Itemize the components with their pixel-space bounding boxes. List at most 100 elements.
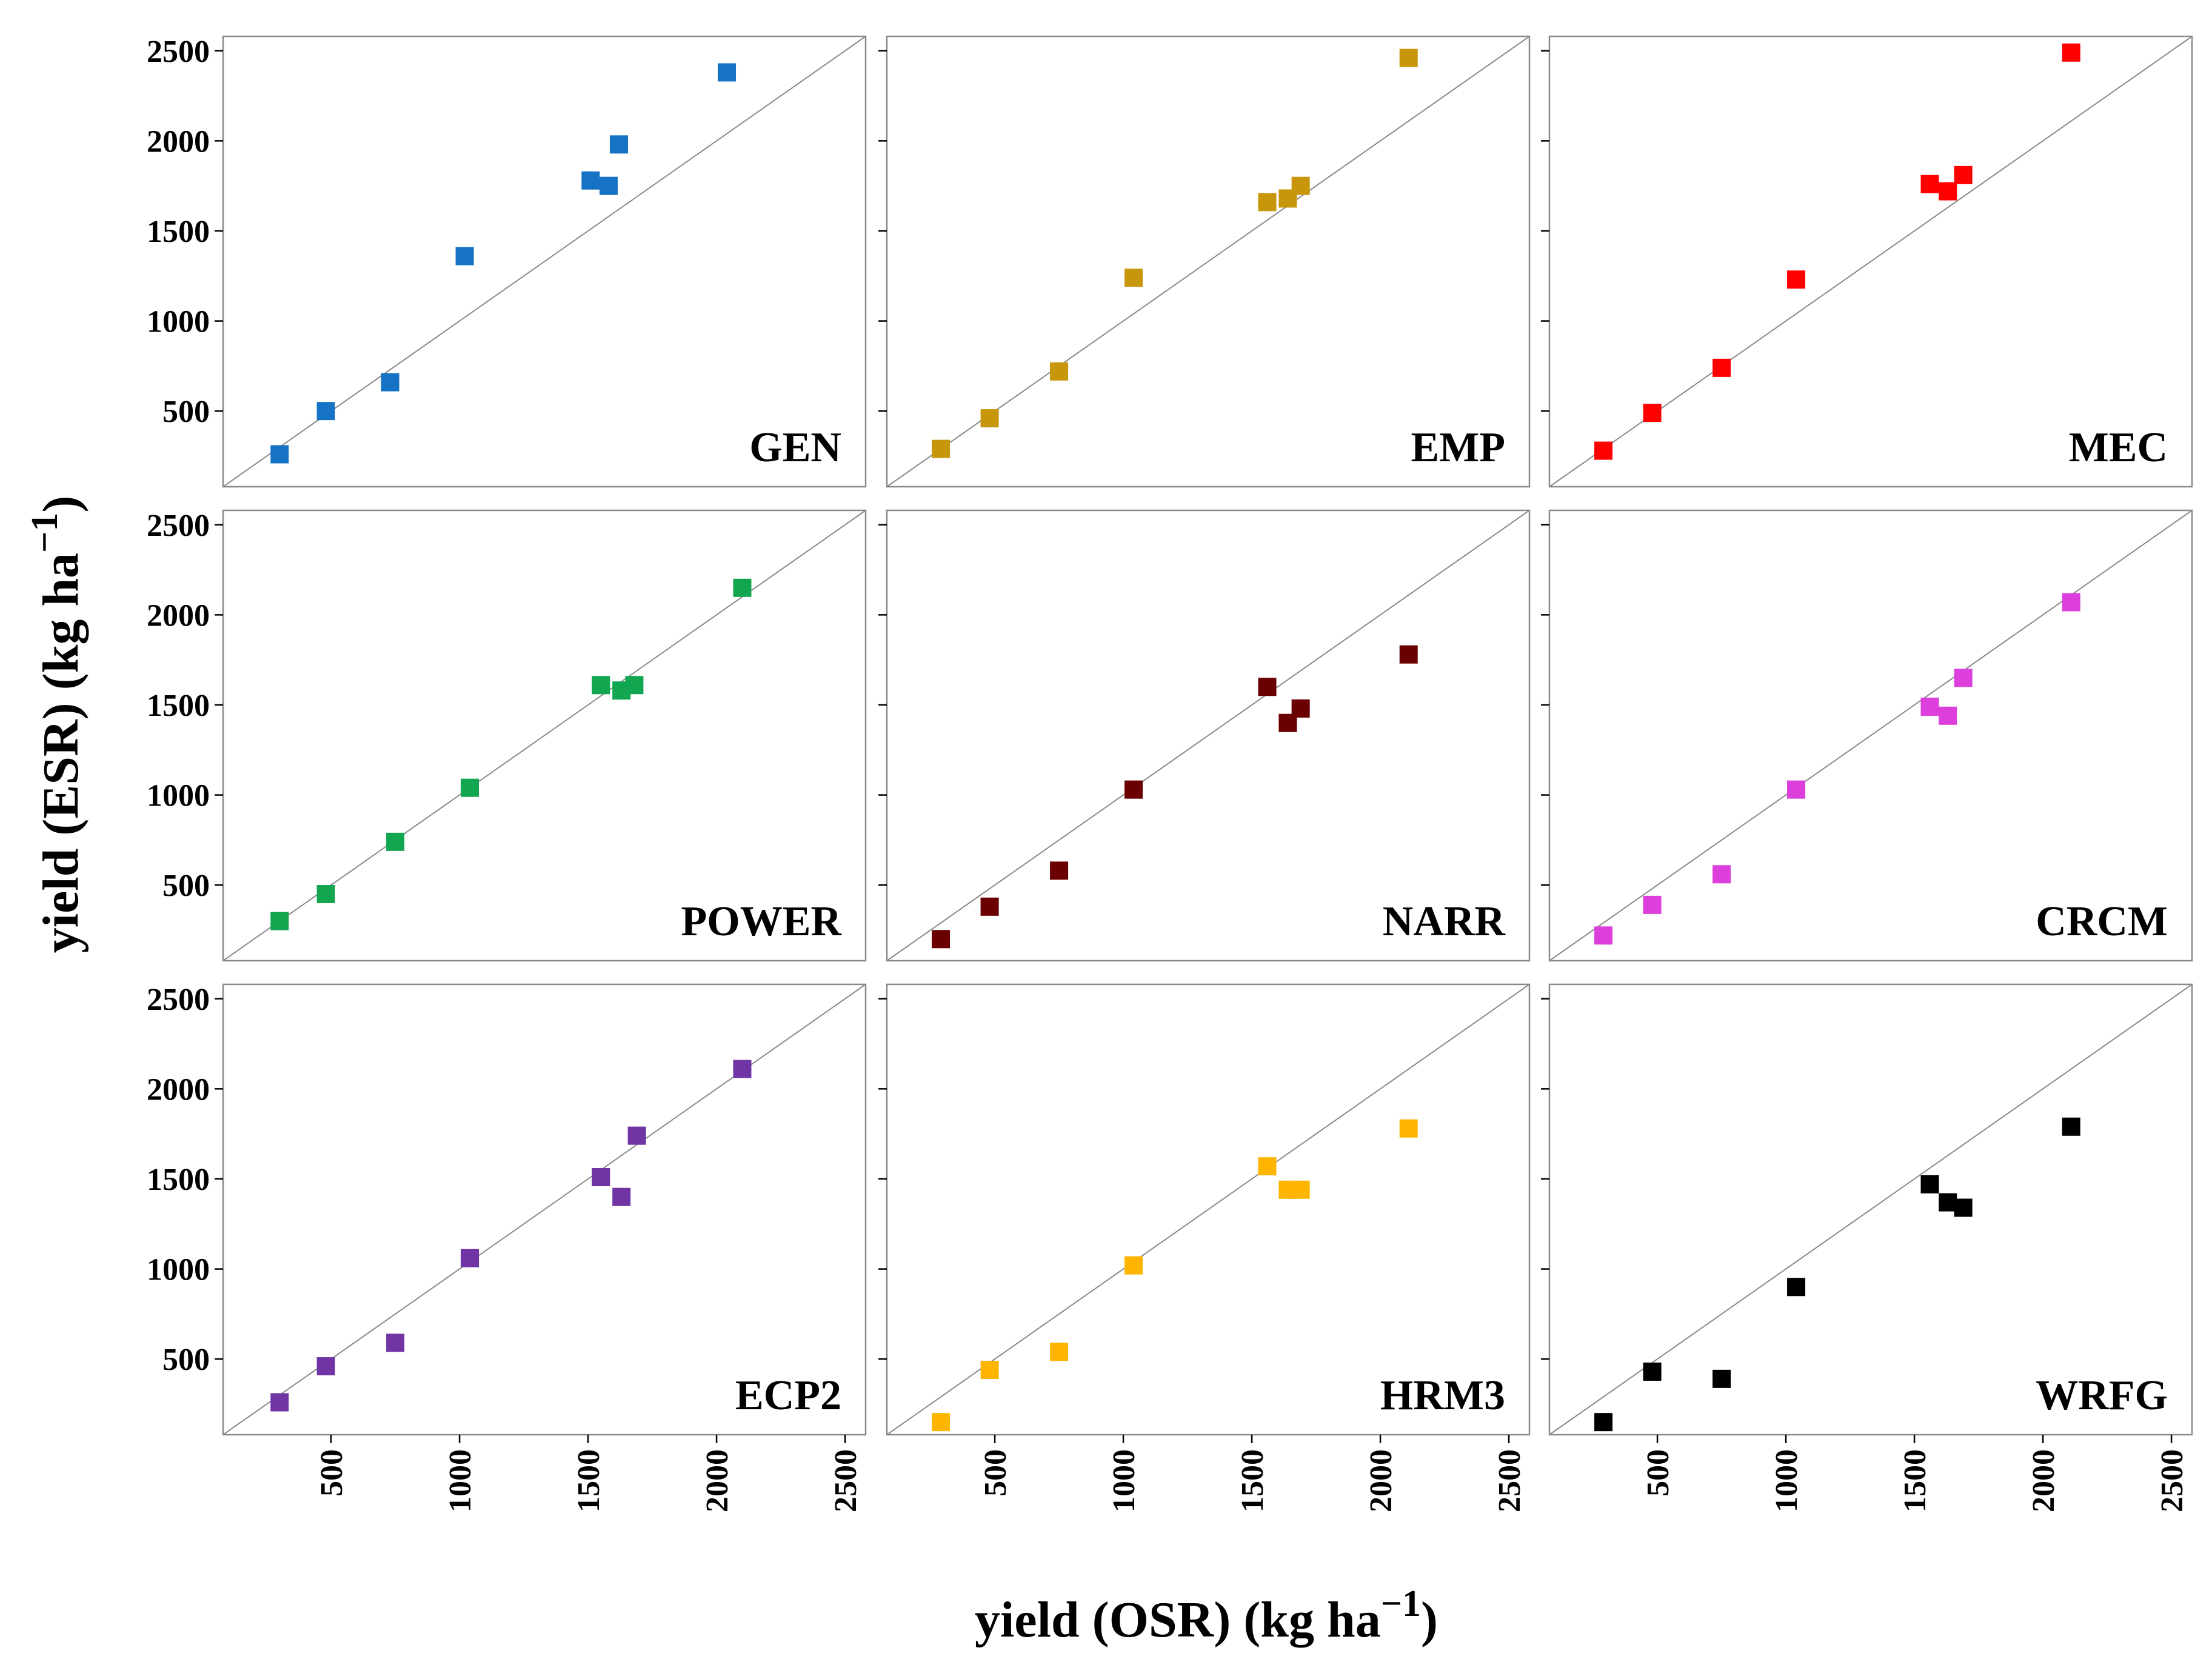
data-point [386, 1333, 405, 1352]
y-axis-title-sup: −1 [24, 513, 65, 553]
data-point [1291, 699, 1310, 718]
data-point [1939, 182, 1957, 201]
data-point [461, 778, 479, 797]
data-point [1954, 1198, 1973, 1217]
data-point [316, 1357, 335, 1376]
data-point [625, 676, 644, 695]
x-tick-label: 2500 [1492, 1449, 1527, 1512]
y-tick-label: 500 [162, 395, 210, 429]
y-tick-label: 1500 [147, 215, 210, 249]
y-tick-label: 2500 [147, 35, 210, 69]
panel-emp: EMP [878, 35, 1531, 488]
data-point [1787, 1278, 1806, 1297]
data-point [581, 171, 600, 190]
panel-label: EMP [1411, 424, 1505, 471]
x-axis-title-text: yield (OSR) (kg ha [975, 1592, 1381, 1648]
panel-label: CRCM [2036, 898, 2168, 945]
data-point [1124, 1256, 1143, 1275]
panel-narr: NARR [878, 509, 1531, 962]
identity-line [1549, 510, 2193, 961]
y-tick-label: 2000 [147, 1072, 210, 1107]
panel-crcm: CRCM [1541, 509, 2193, 962]
panel-label: NARR [1383, 898, 1506, 945]
x-tick-label: 1000 [443, 1449, 478, 1512]
data-point [1787, 270, 1806, 289]
y-tick-label: 500 [162, 1343, 210, 1377]
x-tick-label: 2000 [1364, 1449, 1398, 1512]
x-axis-title-sup: −1 [1381, 1583, 1421, 1624]
data-point [1399, 48, 1418, 67]
y-tick-label: 2500 [147, 983, 210, 1017]
data-point [718, 63, 737, 82]
data-point [1124, 780, 1143, 799]
data-point [980, 409, 999, 428]
x-axis-title-close: ) [1421, 1592, 1438, 1648]
panel-grid: 500 1000 1500 2000 2500 GEN EMP MEC 500 1000 1500 2… [147, 35, 2193, 1512]
data-point [2062, 593, 2080, 612]
x-tick-label: 1000 [1107, 1449, 1141, 1512]
data-point [932, 930, 951, 949]
data-point [1643, 404, 1662, 422]
data-point [1920, 175, 1939, 193]
panel-power: 500 1000 1500 2000 2500 POWER [147, 509, 867, 962]
y-tick-label: 1000 [147, 1253, 210, 1287]
y-tick-label: 1000 [147, 305, 210, 339]
data-point [2062, 43, 2080, 62]
data-point [1594, 441, 1613, 460]
data-point [932, 1413, 951, 1432]
y-tick-label: 500 [162, 869, 210, 903]
x-axis-title: yield (OSR) (kg ha−1) [975, 1583, 1438, 1648]
data-point [386, 832, 405, 851]
data-point [612, 1187, 631, 1206]
panel-gen: 500 1000 1500 2000 2500 GEN [147, 35, 867, 488]
x-tick-label: 1000 [1769, 1449, 1804, 1512]
data-point [316, 885, 335, 904]
data-point [980, 1361, 999, 1380]
panel-label: MEC [2069, 424, 2168, 471]
data-point [1291, 176, 1310, 195]
x-tick-label: 1500 [1235, 1449, 1270, 1512]
x-tick-label: 1500 [1898, 1449, 1933, 1512]
x-tick-label: 500 [315, 1449, 349, 1497]
data-point [1594, 926, 1613, 945]
y-tick-label: 1000 [147, 779, 210, 813]
data-point [600, 176, 618, 195]
data-point [592, 676, 610, 695]
y-tick-label: 2000 [147, 598, 210, 633]
data-point [1291, 1180, 1310, 1199]
y-axis-title-close: ) [33, 496, 89, 513]
identity-line [886, 510, 1530, 961]
data-point [1258, 1157, 1277, 1176]
x-tick-label: 2000 [2027, 1449, 2061, 1512]
y-tick-label: 2000 [147, 124, 210, 159]
data-point [1124, 269, 1143, 287]
data-point [1954, 669, 1973, 687]
data-point [733, 578, 752, 597]
y-tick-label: 2500 [147, 509, 210, 543]
panel-ecp2: 500 1000 1500 2000 2500 500 1000 1500 2000 2500 EC… [147, 983, 867, 1512]
x-tick-label: 2500 [2155, 1449, 2190, 1512]
data-point [609, 135, 628, 154]
x-tick-label: 1500 [572, 1449, 606, 1512]
data-point [1643, 895, 1662, 914]
y-axis-title: yield (ESR) (kg ha−1) [24, 496, 89, 953]
panel-wrfg: 500 1000 1500 2000 2500 WRFG [1541, 983, 2193, 1512]
data-point [1050, 1343, 1069, 1361]
data-point [932, 439, 951, 458]
data-point [733, 1060, 752, 1078]
y-tick-label: 1500 [147, 1163, 210, 1197]
data-point [1920, 697, 1939, 716]
data-point [1939, 706, 1957, 725]
data-point [270, 912, 289, 930]
y-axis-title-text: yield (ESR) (kg ha [33, 553, 89, 953]
data-point [1050, 362, 1069, 381]
data-point [592, 1168, 610, 1187]
data-point [627, 1126, 646, 1145]
data-point [1258, 193, 1277, 212]
panel-mec: MEC [1541, 35, 2193, 488]
data-point [270, 445, 289, 464]
x-tick-label: 500 [1641, 1449, 1676, 1497]
panel-label: GEN [749, 424, 841, 471]
data-point [461, 1249, 479, 1267]
